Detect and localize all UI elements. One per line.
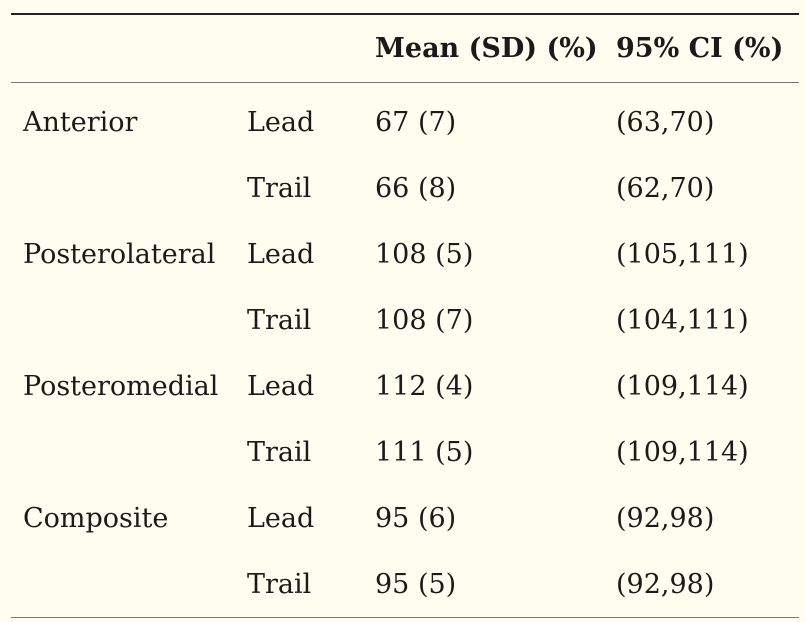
cell-ci: (92,98) bbox=[616, 568, 715, 600]
cell-mean-sd: 95 (6) bbox=[375, 502, 457, 534]
cell-ci: (104,111) bbox=[616, 304, 749, 336]
cell-ci: (63,70) bbox=[616, 106, 715, 138]
cell-side: Trail bbox=[247, 304, 312, 336]
table-row: Trail 108 (7) (104,111) bbox=[11, 287, 799, 353]
cell-region: Composite bbox=[23, 502, 169, 534]
header-row: Mean (SD) (%) 95% CI (%) bbox=[11, 14, 799, 83]
cell-region bbox=[11, 551, 235, 618]
cell-side: Lead bbox=[247, 106, 315, 138]
cell-side: Lead bbox=[247, 502, 315, 534]
cell-mean-sd: 108 (5) bbox=[375, 238, 474, 270]
cell-mean-sd: 95 (5) bbox=[375, 568, 457, 600]
table-header: Mean (SD) (%) 95% CI (%) bbox=[11, 14, 799, 83]
cell-mean-sd: 67 (7) bbox=[375, 106, 457, 138]
table-row: Trail 66 (8) (62,70) bbox=[11, 155, 799, 221]
results-table: Mean (SD) (%) 95% CI (%) Anterior Lead 6… bbox=[11, 13, 799, 618]
table-row: Posteromedial Lead 112 (4) (109,114) bbox=[11, 353, 799, 419]
cell-region: Anterior bbox=[23, 106, 138, 138]
cell-ci: (105,111) bbox=[616, 238, 749, 270]
cell-side: Lead bbox=[247, 370, 315, 402]
cell-ci: (92,98) bbox=[616, 502, 715, 534]
cell-mean-sd: 111 (5) bbox=[375, 436, 474, 468]
cell-side: Trail bbox=[247, 436, 312, 468]
cell-region bbox=[11, 419, 235, 485]
cell-ci: (62,70) bbox=[616, 172, 715, 204]
cell-region: Posterolateral bbox=[23, 238, 216, 270]
table-row: Composite Lead 95 (6) (92,98) bbox=[11, 485, 799, 551]
header-ci: 95% CI (%) bbox=[616, 33, 784, 64]
cell-side: Trail bbox=[247, 568, 312, 600]
cell-region bbox=[11, 287, 235, 353]
header-side bbox=[235, 14, 363, 83]
cell-side: Lead bbox=[247, 238, 315, 270]
cell-mean-sd: 112 (4) bbox=[375, 370, 474, 402]
cell-ci: (109,114) bbox=[616, 370, 749, 402]
cell-ci: (109,114) bbox=[616, 436, 749, 468]
table-row: Trail 111 (5) (109,114) bbox=[11, 419, 799, 485]
table-body: Anterior Lead 67 (7) (63,70) Trail 66 (8… bbox=[11, 83, 799, 618]
table-row: Trail 95 (5) (92,98) bbox=[11, 551, 799, 618]
header-region bbox=[11, 14, 235, 83]
cell-region: Posteromedial bbox=[23, 370, 219, 402]
cell-side: Trail bbox=[247, 172, 312, 204]
table-row: Anterior Lead 67 (7) (63,70) bbox=[11, 83, 799, 156]
cell-mean-sd: 108 (7) bbox=[375, 304, 474, 336]
cell-region bbox=[11, 155, 235, 221]
table-row: Posterolateral Lead 108 (5) (105,111) bbox=[11, 221, 799, 287]
header-mean-sd: Mean (SD) (%) bbox=[375, 33, 598, 64]
cell-mean-sd: 66 (8) bbox=[375, 172, 457, 204]
